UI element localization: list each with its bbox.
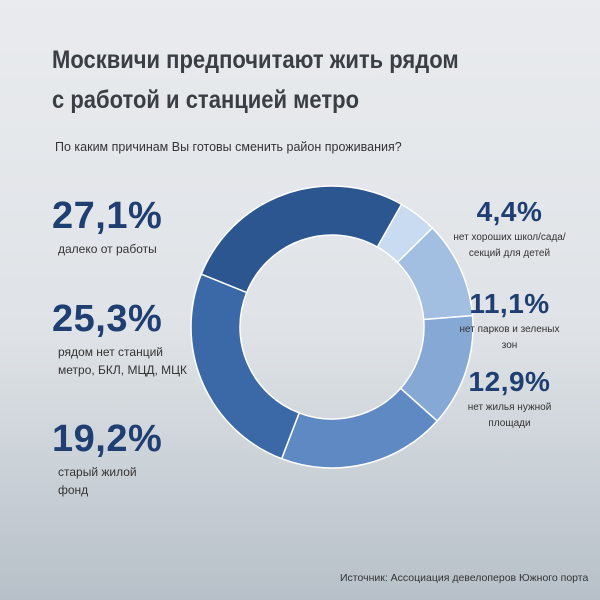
value-label: 27,1% [52,195,163,237]
value-label: 19,2% [52,418,163,460]
legend-item: 4,4% нет хороших школ/сада/секций для дет… [452,196,567,262]
category-label: нет хороших школ/сада/секций для детей [453,232,566,259]
legend-item: 12,9% нет жилья нужной площади [452,366,567,432]
source-note: Источник: Ассоциация девелоперов Южного … [340,572,589,584]
category-label: далеко от работы [58,242,157,256]
category-label: рядом нет станций метро, БКЛ, МЦД, МЦК [58,345,187,377]
donut-segment [190,273,301,460]
chart-subtitle: По каким причинам Вы готовы сменить райо… [55,140,402,154]
value-label: 25,3% [52,298,163,340]
legend-item: 27,1% далеко от работы [52,195,182,258]
legend-item: 25,3% рядом нет станций метро, БКЛ, МЦД, … [52,298,187,379]
donut-segment [200,185,403,294]
donut-segment [280,387,439,469]
legend-item: 19,2% старый жилой фонд [52,418,162,499]
value-label: 4,4% [476,196,543,227]
category-label: нет жилья нужной площади [467,402,552,429]
legend-item: 11,1% нет парков и зеленых зон [452,288,567,354]
value-label: 12,9% [468,366,551,397]
value-label: 11,1% [469,288,550,319]
category-label: старый жилой фонд [58,465,137,497]
category-label: нет парков и зеленых зон [459,324,560,351]
chart-title: Москвичи предпочитают жить рядом с работ… [52,46,459,114]
